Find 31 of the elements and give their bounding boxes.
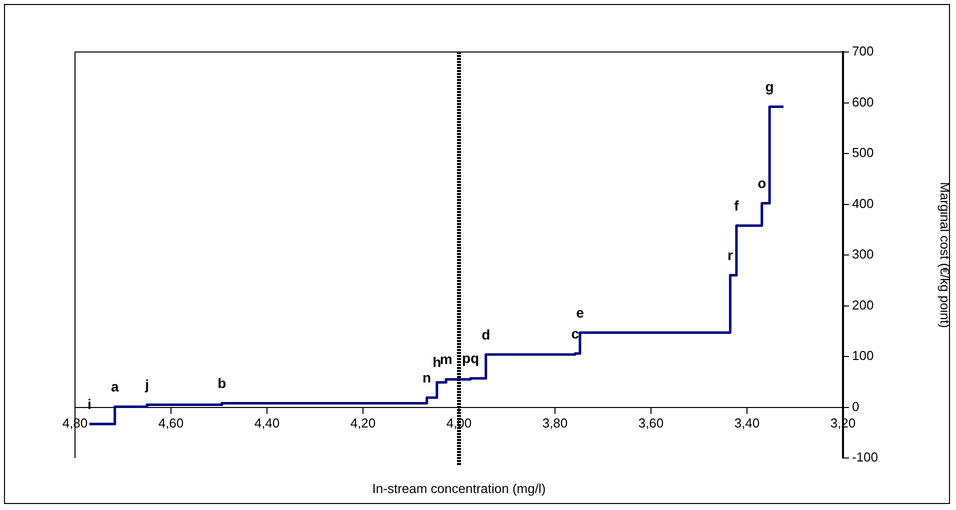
annotation: o (758, 175, 766, 192)
annotation: a (110, 378, 119, 395)
y-tick-label: 300 (852, 246, 874, 262)
y-tick-label: 200 (852, 297, 874, 312)
y-axis-title: Marginal cost (€/kg point) (938, 182, 953, 328)
annotation: f (734, 197, 740, 214)
x-tick-label: 4,60 (158, 416, 184, 431)
annotation: j (144, 376, 149, 393)
y-tick-label: 0 (852, 398, 860, 414)
y-tick-label: -100 (852, 450, 878, 465)
x-tick-label: 3,60 (638, 416, 664, 431)
x-axis-title: In-stream concentration (mg/l) (371, 481, 547, 496)
annotation: h (432, 354, 442, 370)
x-tick-label: 4,40 (254, 416, 280, 431)
y-tick-label: 500 (852, 145, 874, 160)
annotation: n (422, 369, 432, 386)
annotation: g (765, 78, 774, 95)
y-tick-label: 100 (852, 348, 874, 364)
x-tick-label: 3,40 (734, 416, 760, 431)
x-tick-label: 3,80 (542, 416, 568, 431)
annotation: r (727, 247, 734, 264)
annotation: d (482, 326, 490, 342)
y-tick-label: 400 (852, 196, 874, 211)
y-tick-label: 600 (852, 94, 874, 110)
annotation: c (571, 325, 580, 342)
annotation: e (576, 304, 584, 321)
y-tick-label: 700 (852, 44, 874, 59)
x-tick-label: 4,20 (350, 416, 376, 431)
annotation: m (440, 351, 452, 368)
annotation: b (218, 375, 226, 392)
annotation: pq (462, 350, 480, 366)
